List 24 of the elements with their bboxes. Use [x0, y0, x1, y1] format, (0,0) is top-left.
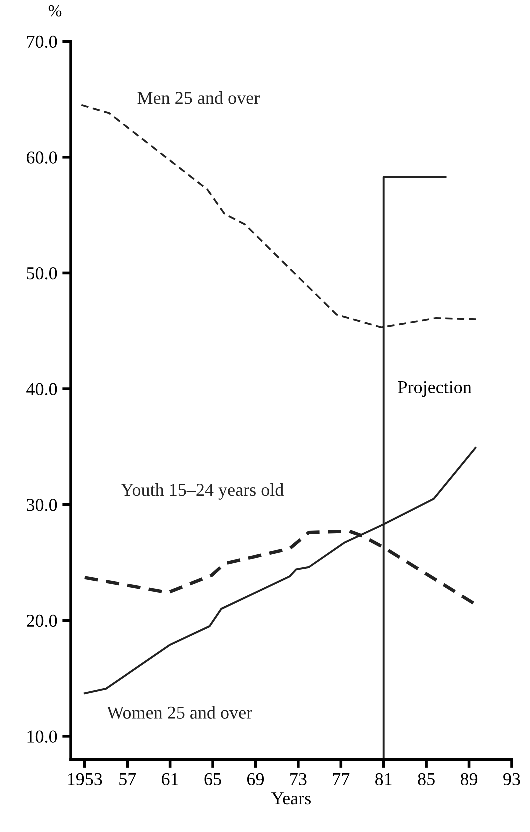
y-tick-label: 70.0 — [27, 36, 58, 48]
y-tick-label: 30.0 — [27, 499, 58, 512]
x-tick-label: 57 — [120, 774, 136, 786]
x-tick-label: 85 — [418, 773, 435, 786]
x-tick-label: 1953 — [68, 773, 102, 786]
y-tick-label: 20.0 — [27, 614, 58, 628]
x-tick-label: 69 — [247, 773, 264, 786]
y-tick-label: 50.0 — [27, 267, 58, 280]
y-tick-label: 40.0 — [26, 383, 58, 396]
x-tick-label: 73 — [290, 773, 307, 786]
x-tick-label: 81 — [376, 773, 392, 786]
y-tick-label: 10.0 — [28, 730, 58, 743]
x-axis-title: Years — [272, 792, 311, 805]
series-label: Women 25 and over — [107, 706, 252, 720]
y-tick-label: 60.0 — [27, 152, 58, 164]
x-tick-label: 77 — [333, 774, 350, 786]
annotation: Projection — [398, 381, 472, 398]
x-tick-label: 65 — [204, 773, 222, 786]
text: Youth 15–24 years old — [121, 483, 284, 500]
x-tick-label: 89 — [460, 773, 478, 786]
series-label: Men 25 and over — [138, 92, 260, 104]
y-axis-title: % — [48, 5, 62, 17]
x-tick-label: 93 — [504, 773, 520, 786]
x-tick-label: 61 — [162, 773, 178, 786]
